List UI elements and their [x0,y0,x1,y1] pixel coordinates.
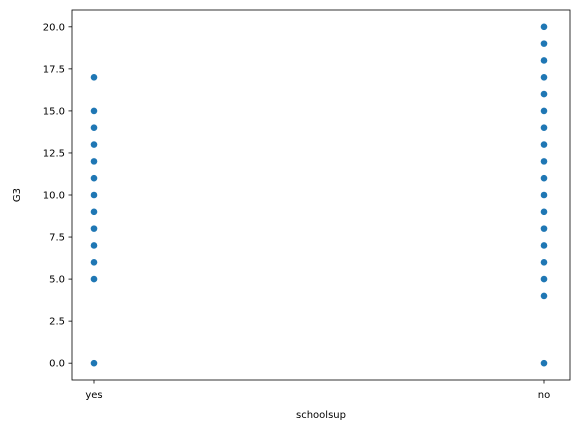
y-tick-label: 5.0 [49,275,65,286]
y-tick-label: 2.5 [49,317,65,328]
plot-frame [71,9,571,381]
data-point-yes [90,191,98,199]
x-tick-label-no: no [538,390,550,401]
x-axis-ticks: yes no [85,380,550,401]
data-point-yes [90,359,98,368]
data-point-no [540,56,548,65]
data-point-no [540,140,548,149]
y-tick-label: 15.0 [43,106,65,117]
y-tick-label: 12.5 [43,148,65,159]
x-axis-label: schoolsup [296,410,346,421]
data-point-yes [90,123,98,132]
data-point-no [540,73,548,82]
plot-area [72,10,570,380]
data-point-yes [90,241,98,250]
data-point-no [540,107,548,115]
data-point-yes [90,275,98,283]
data-point-no [540,207,548,216]
data-point-no [540,123,548,132]
data-point-no [540,22,548,31]
data-point-no [540,39,548,48]
data-point-yes [90,140,98,149]
x-tick-label-yes: yes [85,390,102,401]
data-point-yes [90,258,98,267]
y-tick-label: 0.0 [49,359,65,370]
data-point-no [540,292,548,300]
data-point-yes [90,174,98,183]
y-tick-label: 10.0 [43,191,65,202]
data-point-yes [90,157,98,166]
data-points [90,22,548,368]
data-point-no [540,157,548,166]
data-point-no [540,258,548,267]
data-point-no [540,359,548,368]
y-tick-label: 20.0 [43,22,65,33]
data-point-yes [90,73,98,82]
y-tick-label: 7.5 [49,233,65,244]
data-point-no [540,191,548,199]
y-axis-ticks: 0.0 2.5 5.0 7.5 10.0 12.5 15.0 17.5 20.0 [43,22,72,370]
data-point-yes [90,207,98,216]
y-axis-label: G3 [12,188,23,202]
data-point-no [540,241,548,250]
data-point-no [540,174,548,183]
data-point-yes [90,224,98,233]
data-point-yes [90,107,98,115]
y-tick-label: 17.5 [43,64,65,75]
data-point-no [540,224,548,233]
data-point-no [540,90,548,98]
data-point-no [540,275,548,283]
